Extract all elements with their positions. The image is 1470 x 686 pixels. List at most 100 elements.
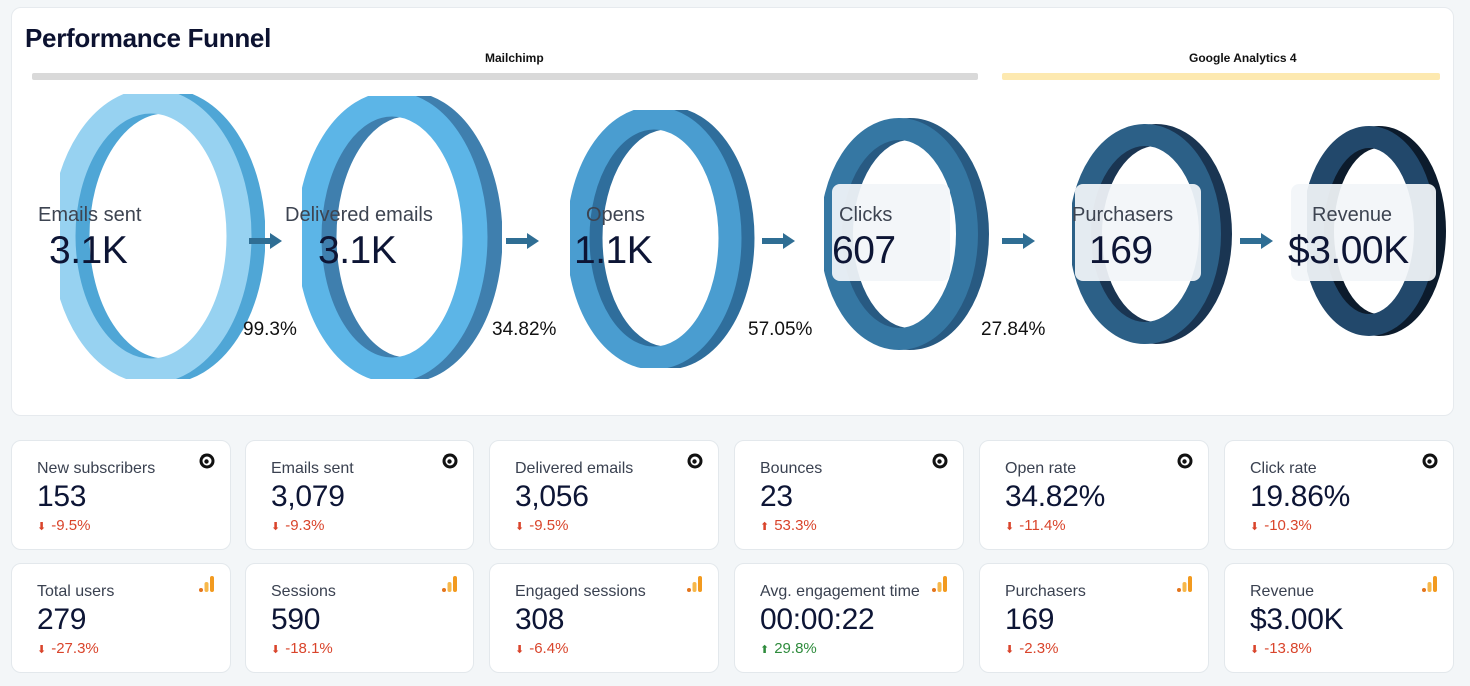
mailchimp-icon [687, 453, 703, 469]
kpi-card-engaged-sessions[interactable]: Engaged sessions 308 ⬇ -6.4% [489, 563, 719, 673]
google-analytics-icon [932, 576, 947, 592]
kpi-delta: ⬇ -27.3% [37, 640, 99, 657]
kpi-card-new-subscribers[interactable]: New subscribers 153 ⬇ -9.5% [11, 440, 231, 550]
stage-name-revenue: Revenue [1312, 204, 1393, 226]
google-analytics-icon [199, 576, 214, 592]
kpi-label: Total users [37, 583, 115, 600]
funnel-ring-delivered-emails [302, 96, 502, 379]
kpi-card-delivered-emails[interactable]: Delivered emails 3,056 ⬇ -9.5% [489, 440, 719, 550]
kpi-label: Click rate [1250, 460, 1317, 477]
arrow-right-icon [1002, 233, 1035, 249]
kpi-delta: ⬇ -9.3% [271, 517, 325, 534]
kpi-value: 590 [271, 603, 321, 636]
stage-value-clicks: 607 [832, 229, 896, 272]
kpi-delta: ⬇ -18.1% [271, 640, 333, 657]
kpi-label: Delivered emails [515, 460, 634, 477]
source-bar-ga4 [1002, 73, 1440, 80]
funnel-title: Performance Funnel [25, 23, 271, 53]
stage-value-delivered-emails: 3.1K [318, 229, 397, 272]
google-analytics-icon [442, 576, 457, 592]
stage-value-emails-sent: 3.1K [49, 229, 128, 272]
performance-funnel-card: Performance Funnel Mailchimp Google Anal… [11, 7, 1454, 416]
arrow-down-icon: ⬇ [1250, 644, 1260, 656]
arrow-down-icon: ⬇ [515, 521, 525, 533]
arrow-up-icon: ⬆ [760, 644, 770, 656]
mailchimp-icon [199, 453, 215, 469]
kpi-value: 00:00:22 [760, 603, 875, 636]
kpi-label: Revenue [1250, 583, 1315, 600]
kpi-label: New subscribers [37, 460, 156, 477]
kpi-delta: ⬇ -13.8% [1250, 640, 1312, 657]
source-bar-mailchimp [32, 73, 978, 80]
kpi-card-click-rate[interactable]: Click rate 19.86% ⬇ -10.3% [1224, 440, 1454, 550]
kpi-label: Engaged sessions [515, 583, 646, 600]
kpi-card-purchasers[interactable]: Purchasers 169 ⬇ -2.3% [979, 563, 1209, 673]
stage-name-purchasers: Purchasers [1072, 204, 1174, 226]
kpi-card-revenue[interactable]: Revenue $3.00K ⬇ -13.8% [1224, 563, 1454, 673]
mailchimp-icon [932, 453, 948, 469]
kpi-delta: ⬇ -10.3% [1250, 517, 1312, 534]
kpi-card-sessions[interactable]: Sessions 590 ⬇ -18.1% [245, 563, 474, 673]
arrow-down-icon: ⬇ [515, 644, 525, 656]
kpi-value: 19.86% [1250, 480, 1350, 513]
funnel-ring-emails-sent [60, 94, 265, 379]
arrow-down-icon: ⬇ [37, 644, 47, 656]
kpi-card-open-rate[interactable]: Open rate 34.82% ⬇ -11.4% [979, 440, 1209, 550]
kpi-label: Bounces [760, 460, 823, 477]
kpi-value: 279 [37, 603, 87, 636]
kpi-value: 3,079 [271, 480, 345, 513]
arrow-down-icon: ⬇ [1005, 644, 1015, 656]
kpi-value: 23 [760, 480, 793, 513]
kpi-value: $3.00K [1250, 603, 1344, 636]
kpi-delta: ⬇ -2.3% [1005, 640, 1059, 657]
conversion-rate: 34.82% [492, 319, 557, 340]
google-analytics-icon [687, 576, 702, 592]
kpi-label: Open rate [1005, 460, 1077, 477]
kpi-card-avg-engagement-time[interactable]: Avg. engagement time 00:00:22 ⬆ 29.8% [734, 563, 964, 673]
conversion-rate: 27.84% [981, 319, 1046, 340]
stage-label-box-purchasers [1075, 184, 1201, 281]
stage-name-opens: Opens [586, 204, 645, 226]
stage-name-clicks: Clicks [839, 204, 893, 226]
conversion-rate: 99.3% [243, 319, 297, 340]
kpi-delta: ⬆ 53.3% [760, 517, 817, 534]
arrow-down-icon: ⬇ [271, 644, 281, 656]
google-analytics-icon [1177, 576, 1192, 592]
conversion-rate: 57.05% [748, 319, 813, 340]
kpi-value: 34.82% [1005, 480, 1105, 513]
kpi-delta: ⬇ -9.5% [37, 517, 91, 534]
stage-value-purchasers: 169 [1089, 229, 1153, 272]
stage-name-emails-sent: Emails sent [38, 204, 142, 226]
kpi-delta: ⬇ -6.4% [515, 640, 569, 657]
arrow-right-icon [506, 233, 539, 249]
stage-label-box-revenue [1291, 184, 1436, 281]
arrow-up-icon: ⬆ [760, 521, 770, 533]
source-label-mailchimp: Mailchimp [485, 51, 544, 65]
stage-value-opens: 1.1K [574, 229, 653, 272]
stage-value-revenue: $3.00K [1288, 229, 1409, 272]
arrow-down-icon: ⬇ [1250, 521, 1260, 533]
kpi-delta: ⬆ 29.8% [760, 640, 817, 657]
arrow-right-icon [249, 233, 282, 249]
arrow-down-icon: ⬇ [271, 521, 281, 533]
kpi-value: 153 [37, 480, 87, 513]
kpi-value: 3,056 [515, 480, 589, 513]
mailchimp-icon [1422, 453, 1438, 469]
stage-name-delivered-emails: Delivered emails [285, 204, 433, 226]
stage-label-box-clicks [832, 184, 950, 281]
kpi-label: Emails sent [271, 460, 354, 477]
kpi-label: Avg. engagement time [760, 583, 920, 600]
arrow-down-icon: ⬇ [37, 521, 47, 533]
kpi-label: Purchasers [1005, 583, 1086, 600]
kpi-label: Sessions [271, 583, 336, 600]
kpi-delta: ⬇ -11.4% [1005, 517, 1066, 534]
source-label-ga4: Google Analytics 4 [1189, 51, 1297, 65]
arrow-right-icon [762, 233, 795, 249]
kpi-delta: ⬇ -9.5% [515, 517, 569, 534]
kpi-value: 169 [1005, 603, 1055, 636]
mailchimp-icon [1177, 453, 1193, 469]
kpi-card-total-users[interactable]: Total users 279 ⬇ -27.3% [11, 563, 231, 673]
kpi-card-bounces[interactable]: Bounces 23 ⬆ 53.3% [734, 440, 964, 550]
mailchimp-icon [442, 453, 458, 469]
kpi-card-emails-sent[interactable]: Emails sent 3,079 ⬇ -9.3% [245, 440, 474, 550]
